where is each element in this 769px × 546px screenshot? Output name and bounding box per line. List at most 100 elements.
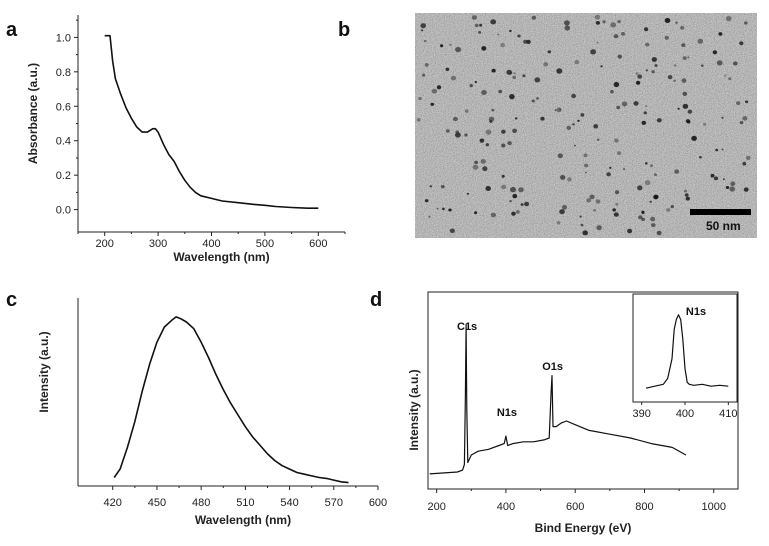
x-tick-label-d: 200 [427, 501, 445, 513]
tem-particle [666, 208, 671, 212]
tem-particle [620, 32, 626, 36]
tem-particle [560, 175, 566, 180]
tem-particle [610, 22, 617, 28]
panel-letter-d: d [370, 289, 382, 311]
tem-particle [580, 223, 584, 227]
tem-particle [691, 135, 697, 141]
tem-particle [703, 122, 707, 126]
tem-particle [453, 116, 458, 122]
tem-particle [485, 143, 489, 147]
tem-particle [641, 217, 645, 221]
tem-particle [736, 101, 741, 105]
tem-particle [664, 18, 671, 23]
tem-particle [681, 78, 687, 83]
tem-particle [686, 120, 691, 124]
tem-particles [416, 14, 751, 236]
tem-particle [645, 42, 650, 47]
y-tick-label-a: 0.0 [56, 205, 71, 217]
scale-bar-label: 50 nm [706, 219, 741, 233]
tem-particle [540, 116, 545, 121]
y-axis-title-d: Intensity (a.u.) [407, 369, 421, 450]
tem-image: 50 nm [415, 13, 757, 238]
tem-particle [645, 162, 648, 165]
tem-particle [566, 125, 572, 130]
tem-particle [681, 43, 686, 47]
y-axis-title-c: Intensity (a.u.) [37, 331, 51, 412]
tem-particle [697, 38, 704, 44]
tem-particle [472, 164, 479, 170]
scale-bar [690, 209, 751, 215]
tem-particle [635, 72, 639, 75]
tem-particle [564, 20, 570, 26]
tem-particle [489, 120, 493, 123]
tem-particle [701, 64, 704, 67]
tem-particle [654, 173, 657, 176]
tem-particle [512, 128, 517, 133]
tem-particle [673, 79, 676, 83]
tem-particle [517, 34, 521, 38]
tem-particle [556, 68, 563, 74]
tem-particle [448, 208, 452, 212]
tem-particle [644, 27, 649, 32]
tem-particle [564, 25, 571, 31]
tem-particle [600, 65, 603, 68]
tem-particle [574, 144, 576, 147]
tem-particle [418, 96, 422, 101]
tem-particle [718, 32, 723, 36]
tem-particle [455, 132, 461, 138]
tem-particle [593, 209, 596, 212]
tem-particle [677, 107, 680, 110]
y-tick-label-a: 0.4 [56, 136, 71, 148]
tem-particle [524, 201, 530, 207]
x-axis-title-c: Wavelength (nm) [195, 513, 291, 527]
tem-particle [482, 166, 488, 172]
tem-grain [415, 13, 757, 238]
tem-particle [641, 120, 647, 125]
tem-particle [510, 186, 516, 193]
y-tick-label-a: 0.2 [56, 170, 71, 182]
tem-particle [623, 168, 626, 171]
x-tick-label-d: 600 [566, 501, 584, 513]
tem-particle [670, 205, 674, 209]
tem-particle [680, 26, 685, 30]
x-tick-label-c: 570 [325, 497, 343, 509]
tem-particle [724, 74, 727, 77]
tem-particle [507, 141, 512, 146]
tem-particle [610, 90, 614, 94]
x-tick-label-d: 400 [497, 501, 515, 513]
tem-particle [449, 228, 455, 234]
tem-particle [613, 212, 619, 217]
tem-particle [617, 54, 622, 59]
tem-particle [687, 109, 693, 114]
tem-particle [712, 50, 718, 55]
tem-particle [627, 228, 633, 234]
tem-particle [543, 62, 549, 67]
panel-letter-c: c [6, 289, 17, 311]
tem-particle [742, 161, 747, 166]
x-tick-label-a: 200 [96, 238, 114, 250]
tem-particle [744, 21, 748, 25]
x-tick-label-c: 480 [192, 497, 210, 509]
tem-particle [589, 194, 595, 200]
tem-particle [682, 56, 687, 60]
tem-particle [429, 185, 432, 188]
tem-particle [745, 155, 751, 160]
tem-particle [509, 29, 512, 33]
tem-particle [509, 94, 515, 100]
x-axis-title-d: Bind Energy (eV) [535, 521, 632, 535]
tem-particle [464, 133, 468, 137]
absorbance-chart: 200 300 400 500 600 0.0 0.2 0.4 0.6 0.8 1.0 Wavelen… [26, 15, 346, 264]
tem-particle [609, 166, 612, 169]
y-axis-title-a: Absorbance (a.u.) [26, 63, 40, 164]
tem-particle [617, 151, 622, 156]
tem-particle [590, 49, 596, 55]
tem-particle [635, 80, 641, 85]
tem-particle [617, 20, 621, 24]
tem-particle [675, 21, 678, 24]
tem-particle [656, 118, 662, 123]
tem-particle [580, 113, 585, 117]
tem-particle [616, 105, 621, 110]
tem-particle [547, 50, 552, 54]
tem-particle [699, 155, 702, 159]
